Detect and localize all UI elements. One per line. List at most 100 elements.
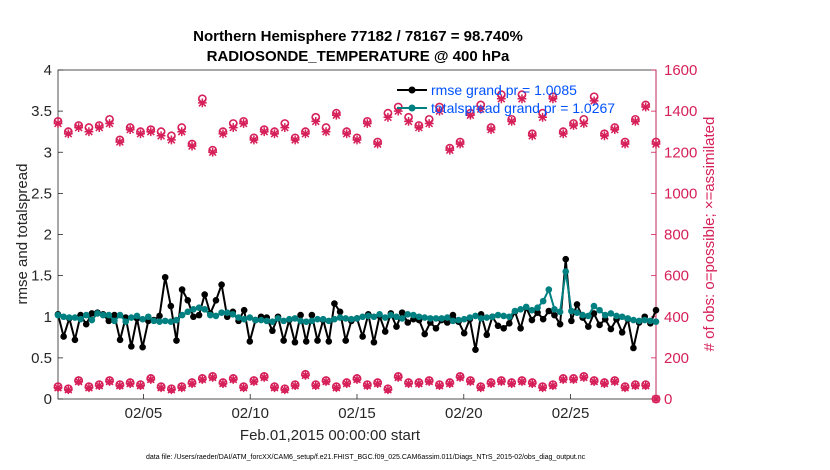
- obs-assimilated-point: [53, 119, 63, 128]
- rmse-point: [240, 306, 248, 314]
- legend-rmse-label: rmse grand pr = 1.0085: [431, 82, 577, 98]
- obs-assimilated-point: [517, 377, 527, 386]
- rmse-point: [517, 324, 524, 332]
- rmse-point: [630, 344, 637, 352]
- rmse-point: [472, 346, 479, 353]
- totalspread-point: [534, 304, 541, 312]
- left-tick-label: 1: [44, 309, 52, 326]
- obs-assimilated-point: [383, 385, 393, 395]
- x-tick-label: 02/25: [552, 405, 590, 422]
- rmse-point: [500, 324, 507, 332]
- obs-assimilated-point: [507, 117, 517, 126]
- legend-totalspread-label: totalspread grand pr = 1.0267: [431, 100, 615, 116]
- totalspread-point: [387, 311, 395, 319]
- obs-assimilated-point: [373, 379, 383, 388]
- obs-assimilated-point: [259, 373, 269, 382]
- right-tick-label: 600: [664, 268, 689, 285]
- totalspread-point: [348, 315, 355, 323]
- data-file-footnote: data file: /Users/raeder/DAI/ATM_forcXX/…: [146, 454, 586, 461]
- rmse-point: [167, 302, 175, 310]
- rmse-point: [302, 338, 310, 345]
- totalspread-point: [376, 310, 383, 318]
- rmse-point: [336, 308, 344, 316]
- totalspread-point: [88, 316, 96, 324]
- rmse-point: [105, 317, 113, 325]
- rmse-point: [342, 337, 350, 344]
- totalspread-point: [291, 315, 299, 322]
- obs-assimilated-point: [321, 377, 331, 386]
- series-totalspread: [54, 268, 660, 325]
- totalspread-point: [410, 311, 417, 319]
- obs-assimilated-point: [208, 147, 218, 157]
- totalspread-point: [443, 314, 451, 321]
- obs-assimilated-point: [486, 379, 496, 388]
- series-layer: [53, 90, 661, 404]
- series-obs: [53, 370, 661, 404]
- rmse-point: [568, 317, 575, 325]
- obs-assimilated-point: [311, 117, 321, 126]
- obs-assimilated-point: [496, 377, 506, 386]
- left-tick-label: 0.5: [31, 350, 52, 367]
- obs-assimilated-point: [558, 375, 568, 384]
- obs-assimilated-point: [197, 375, 207, 384]
- totalspread-point: [579, 311, 586, 319]
- obs-assimilated-point: [651, 394, 661, 404]
- totalspread-point: [325, 317, 333, 325]
- totalspread-point: [302, 318, 310, 325]
- obs-assimilated-point: [280, 385, 290, 395]
- totalspread-point: [353, 315, 361, 322]
- obs-assimilated-point: [301, 370, 310, 380]
- obs-assimilated-point: [435, 106, 444, 116]
- obs-assimilated-point: [610, 377, 620, 386]
- obs-assimilated-point: [455, 373, 465, 382]
- totalspread-point: [630, 316, 637, 324]
- right-tick-label: 1200: [664, 144, 697, 161]
- obs-assimilated-point: [641, 102, 651, 112]
- obs-assimilated-point: [239, 383, 248, 393]
- totalspread-point: [551, 306, 558, 313]
- obs-assimilated-point: [373, 139, 383, 149]
- rmse-point: [218, 281, 225, 288]
- rmse-point: [381, 328, 389, 335]
- obs-assimilated-point: [187, 379, 197, 388]
- rmse-point: [60, 333, 67, 340]
- obs-assimilated-point: [383, 112, 393, 122]
- totalspread-point: [286, 315, 293, 323]
- totalspread-point: [128, 314, 135, 321]
- totalspread-point: [173, 316, 180, 324]
- totalspread-point: [647, 317, 654, 325]
- totalspread-point: [223, 309, 231, 316]
- chart-title: Northern Hemisphere 77182 / 78167 = 98.7…: [193, 28, 523, 45]
- obs-assimilated-point: [362, 381, 372, 391]
- totalspread-point: [308, 317, 316, 325]
- obs-assimilated-point: [105, 119, 114, 128]
- rmse-point: [359, 333, 366, 340]
- x-tick-label: 02/05: [125, 405, 163, 422]
- totalspread-point: [60, 313, 67, 321]
- totalspread-point: [212, 312, 220, 320]
- totalspread-point: [477, 315, 485, 322]
- totalspread-point: [573, 309, 581, 316]
- obs-assimilated-point: [393, 373, 403, 382]
- rmse-point: [212, 297, 220, 304]
- obs-assimilated-point: [466, 377, 475, 386]
- obs-assimilated-point: [249, 377, 259, 386]
- totalspread-point: [460, 315, 468, 323]
- obs-assimilated-point: [589, 96, 599, 106]
- obs-assimilated-point: [569, 375, 578, 384]
- obs-assimilated-point: [393, 106, 403, 116]
- obs-assimilated-point: [486, 125, 496, 135]
- left-tick-label: 2: [44, 227, 52, 244]
- totalspread-point: [415, 313, 423, 321]
- y-axis-right-label: # of obs: o=possible; ×=assimilated: [701, 117, 718, 352]
- rmse-point: [590, 310, 598, 317]
- legend-rmse-marker: [408, 86, 416, 94]
- totalspread-point: [314, 315, 321, 323]
- obs-assimilated-point: [579, 119, 589, 128]
- totalspread-point: [235, 314, 242, 321]
- totalspread-point: [133, 312, 141, 320]
- obs-assimilated-point: [445, 379, 455, 388]
- rmse-point: [421, 330, 428, 338]
- rmse-point: [139, 343, 146, 351]
- rmse-point: [506, 320, 513, 327]
